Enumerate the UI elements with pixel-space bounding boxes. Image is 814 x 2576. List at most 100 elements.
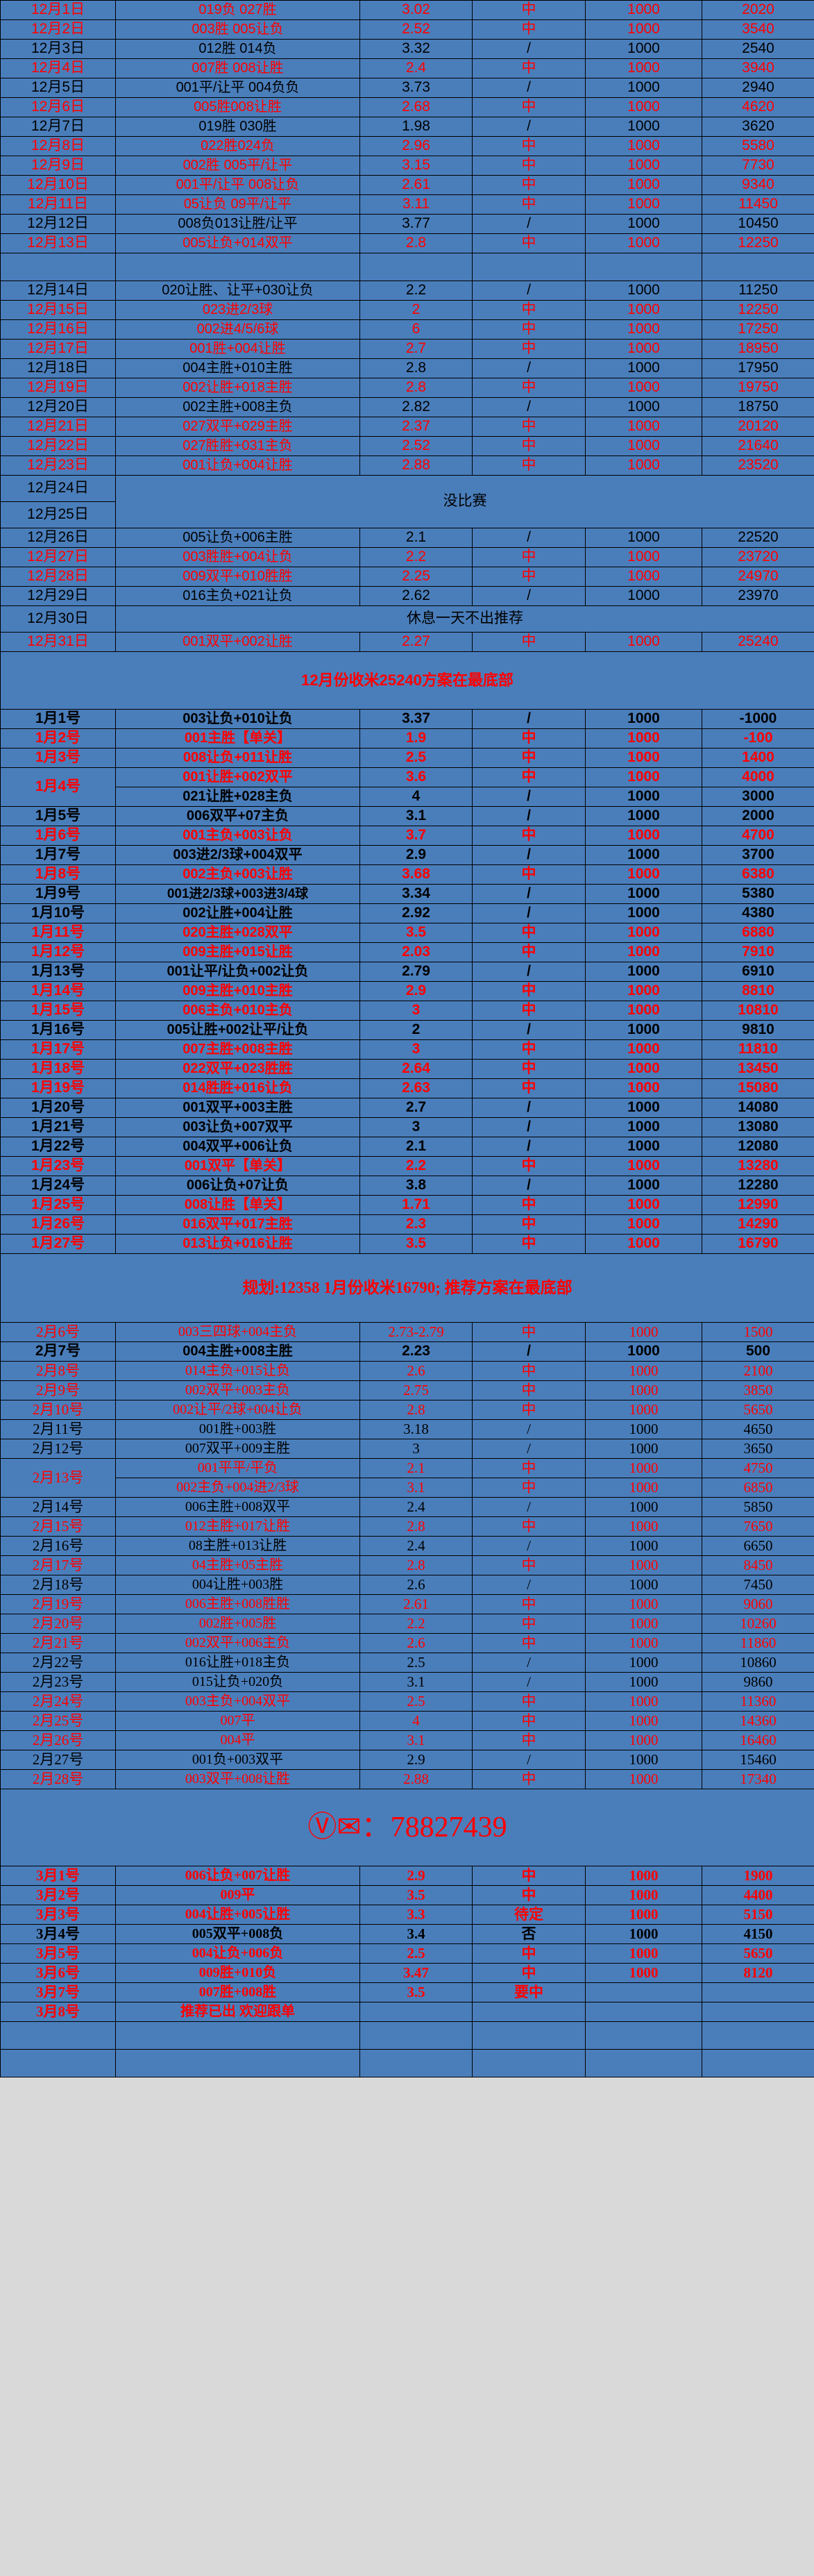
odds-cell: 2.75 xyxy=(359,1380,473,1400)
stake-cell: 1000 xyxy=(585,39,702,59)
date-cell: 2月7号 xyxy=(0,1341,116,1362)
odds-cell: 2.8 xyxy=(359,233,473,253)
pick-cell: 004双平+006让负 xyxy=(115,1137,360,1157)
odds-cell: 2.4 xyxy=(359,58,473,78)
profit-cell: 5650 xyxy=(702,1400,814,1420)
pick-cell: 001平平/平负 xyxy=(115,1458,360,1478)
date-cell xyxy=(0,2049,116,2077)
stake-cell: 1000 xyxy=(585,1905,702,1925)
profit-cell: 23520 xyxy=(702,455,814,476)
pick-cell: 016让胜+018主负 xyxy=(115,1653,360,1673)
result-cell: / xyxy=(472,845,586,865)
pick-cell: 001双平+002让胜 xyxy=(115,632,360,652)
result-cell: 中 xyxy=(472,0,586,20)
stake-cell: 1000 xyxy=(585,1341,702,1362)
table-row: 2月22号 016让胜+018主负 2.5/1000 10860 xyxy=(0,1653,814,1673)
date-cell: 2月22号 xyxy=(0,1653,116,1673)
date-cell: 2月28号 xyxy=(0,1769,116,1789)
odds-cell: 3.32 xyxy=(359,39,473,59)
profit-cell: 6850 xyxy=(702,1478,814,1498)
table-row: 3月5号 004让负+006负 2.5 中 1000 5650 xyxy=(0,1943,814,1964)
date-cell: 2月19号 xyxy=(0,1594,116,1614)
date-cell: 3月3号 xyxy=(0,1905,116,1925)
profit-cell: 4700 xyxy=(702,826,814,846)
table-row: 1月4号 001让胜+002双平 3.6 中 1000 4000 xyxy=(0,767,814,807)
profit-cell: 16460 xyxy=(702,1730,814,1750)
odds-cell: 3.7 xyxy=(359,826,473,846)
no-match-row-cont: 12月25日 xyxy=(0,501,814,528)
result-cell: 中 xyxy=(472,1711,586,1731)
profit-cell: 5380 xyxy=(702,884,814,904)
pick-cell: 004让胜+003胜 xyxy=(115,1575,360,1595)
date-cell: 12月2日 xyxy=(0,19,116,40)
stake-cell: 1000 xyxy=(585,826,702,846)
odds-cell: 3.77 xyxy=(359,214,473,234)
profit-cell: 17250 xyxy=(702,319,814,340)
pick-cell: 003胜胜+004让负 xyxy=(115,547,360,567)
date-cell: 2月27号 xyxy=(0,1750,116,1770)
stake-cell: 1000 xyxy=(585,1176,702,1196)
stake-cell: 1000 xyxy=(585,1117,702,1137)
table-row: 3月4号 005双平+008负 3.4 否 1000 4150 xyxy=(0,1924,814,1944)
profit-cell: 7450 xyxy=(702,1575,814,1595)
result-cell: 中 xyxy=(472,1943,586,1964)
stake-cell: 1000 xyxy=(585,1711,702,1731)
result-cell: 中 xyxy=(472,1078,586,1098)
date-cell: 1月6号 xyxy=(0,826,116,846)
stake-cell: 1000 xyxy=(585,78,702,98)
pick-cell: 001平/让平 008让负 xyxy=(115,175,360,195)
odds-cell: 4 xyxy=(359,1711,473,1731)
stake-cell: 1000 xyxy=(585,567,702,587)
result-cell: 待定 xyxy=(472,1905,586,1925)
table-row: 2月21号 002双平+006主负 2.6 中 1000 11860 xyxy=(0,1633,814,1653)
odds-cell: 3 xyxy=(359,1439,473,1459)
odds-cell: 2.4 xyxy=(359,1536,473,1556)
pick-cell: 001进2/3球+003进3/4球 xyxy=(115,884,360,904)
stake-cell: 1000 xyxy=(585,1322,702,1342)
result-cell: / xyxy=(472,1137,586,1157)
pick-cell: 021让胜+028主负 xyxy=(115,787,360,807)
odds-cell: 1.9 xyxy=(359,728,473,748)
profit-cell: 6880 xyxy=(702,923,814,943)
result-cell: 否 xyxy=(472,1924,586,1944)
profit-cell: 8810 xyxy=(702,981,814,1001)
result-cell: 中 xyxy=(472,378,586,398)
odds-cell: 3.5 xyxy=(359,1885,473,1905)
result-cell: / xyxy=(472,806,586,826)
table-row: 3月3号 004让胜+005让胜 3.3 待定 1000 5150 xyxy=(0,1905,814,1925)
pick-cell: 002双平+003主负 xyxy=(115,1380,360,1400)
odds-cell: 2.6 xyxy=(359,1633,473,1653)
odds-cell: 3.8 xyxy=(359,1176,473,1196)
date-cell: 12月17日 xyxy=(0,339,116,359)
date-cell: 12月1日 xyxy=(0,0,116,20)
odds-cell xyxy=(359,2049,473,2077)
date-cell: 2月12号 xyxy=(0,1439,116,1459)
odds-cell: 2.4 xyxy=(359,1497,473,1517)
date-cell: 2月16号 xyxy=(0,1536,116,1556)
table-row: 12月18日 004主胜+010主胜 2.8/1000 17950 xyxy=(0,358,814,378)
profit-cell: 2940 xyxy=(702,78,814,98)
profit-cell: 5150 xyxy=(702,1905,814,1925)
table-row: 12月13日 005让负+014双平 2.8 中 1000 12250 xyxy=(0,233,814,253)
odds-cell: 3.02 xyxy=(359,0,473,20)
stake-cell: 1000 xyxy=(585,1750,702,1770)
date-cell: 12月18日 xyxy=(0,358,116,378)
result-cell: 中 xyxy=(472,1633,586,1653)
pick-cell: 001让平/让负+002让负 xyxy=(115,962,360,982)
profit-cell: 14360 xyxy=(702,1711,814,1731)
pick-cell: 004让负+006负 xyxy=(115,1943,360,1964)
stake-cell: 1000 xyxy=(585,58,702,78)
pick-cell: 009主胜+010主胜 xyxy=(115,981,360,1001)
date-cell xyxy=(0,2021,116,2050)
table-row: 1月13号 001让平/让负+002让负 2.79/1000 6910 xyxy=(0,962,814,982)
table-row: 3月6号 009胜+010负 3.47 中 1000 8120 xyxy=(0,1963,814,1983)
pick-cell: 016主负+021让负 xyxy=(115,586,360,606)
profit-cell xyxy=(702,2049,814,2077)
stake-cell: 1000 xyxy=(585,175,702,195)
profit-cell: 12990 xyxy=(702,1195,814,1215)
table-row: 2月25号 007平 4 中 1000 14360 xyxy=(0,1711,814,1731)
table-row: 2月14号 006主胜+008双平 2.4/1000 5850 xyxy=(0,1497,814,1517)
pick-cell: 003进2/3球+004双平 xyxy=(115,845,360,865)
result-cell: 中 xyxy=(472,1730,586,1750)
stake-cell: 1000 xyxy=(585,1439,702,1459)
